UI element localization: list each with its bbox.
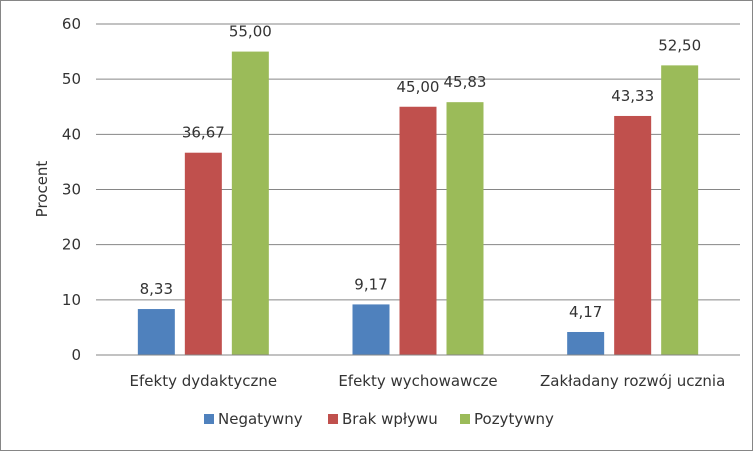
y-tick-label: 0 [71,346,81,364]
data-label: 45,00 [397,78,440,96]
data-label: 36,67 [182,124,225,142]
bars [137,51,699,355]
legend-label: Brak wpływu [342,410,438,428]
y-tick-label: 40 [62,125,81,143]
legend-swatch [204,414,214,424]
data-label: 4,17 [569,303,602,321]
legend-swatch [460,414,470,424]
y-axis-ticks: 0 10 20 30 40 50 60 [62,15,81,364]
y-tick-label: 50 [62,70,81,88]
bar [137,309,175,355]
legend-label: Negatywny [218,410,303,428]
data-label: 52,50 [658,36,701,54]
y-tick-label: 60 [62,15,81,33]
category-label: Efekty wychowawcze [338,372,497,390]
data-label: 43,33 [611,87,654,105]
bar [184,152,222,355]
bar [567,331,605,355]
category-label: Efekty dydaktyczne [130,372,278,390]
bar [399,106,437,355]
bar [446,102,484,355]
data-label: 9,17 [354,275,387,293]
bar [231,51,269,355]
data-label: 8,33 [140,280,173,298]
y-axis-label: Procent [33,161,51,218]
bar [661,65,699,355]
y-tick-label: 10 [62,291,81,309]
category-label: Zakładany rozwój ucznia [540,372,725,390]
data-label: 45,83 [444,73,487,91]
y-tick-label: 30 [62,181,81,199]
data-labels: 8,33 36,67 55,00 9,17 45,00 45,83 4,17 43,33 52,… [140,23,702,321]
data-label: 55,00 [229,23,272,41]
legend-swatch [328,414,338,424]
legend-label: Pozytywny [474,410,554,428]
category-labels: Efekty dydaktyczne Efekty wychowawcze Zakł… [130,372,726,390]
bar [352,304,390,355]
legend: Negatywny Brak wpływu Pozytywny [204,410,554,428]
bar [614,115,652,355]
y-tick-label: 20 [62,236,81,254]
